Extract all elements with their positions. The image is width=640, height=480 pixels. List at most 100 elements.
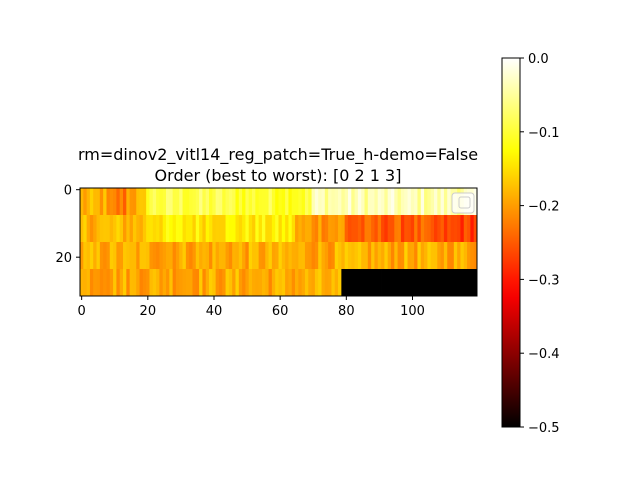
heatmap-cell-row2-col67 — [301, 215, 306, 242]
heatmap-cell-row1-col18 — [139, 242, 144, 269]
heatmap-cell-row1-col78 — [338, 242, 342, 269]
heatmap-cell-row2-col65 — [295, 215, 299, 242]
heatmap-cell-row2-col46 — [232, 215, 236, 242]
heatmap-cell-row2-col98 — [404, 215, 408, 242]
heatmap-cell-row0-col89 — [374, 188, 379, 215]
heatmap-cell-row3-col117 — [467, 269, 471, 296]
heatmap-cell-row3-col91 — [381, 269, 385, 296]
heatmap-cell-row1-col60 — [278, 242, 283, 269]
heatmap-cell-row0-col31 — [182, 188, 187, 215]
heatmap-cell-row1-col5 — [96, 242, 101, 269]
heatmap-cell-row2-col16 — [132, 215, 137, 242]
heatmap-cell-row1-col46 — [232, 242, 236, 269]
heatmap-cell-row1-col52 — [252, 242, 256, 269]
heatmap-cell-row0-col17 — [136, 188, 140, 215]
heatmap-cell-row2-col100 — [410, 215, 415, 242]
heatmap-cell-row3-col62 — [285, 269, 289, 296]
heatmap-cell-row3-col17 — [136, 269, 140, 296]
heatmap-cell-row0-col58 — [271, 188, 276, 215]
heatmap-cell-row2-col31 — [182, 215, 187, 242]
heatmap-cell-row2-col62 — [285, 215, 289, 242]
heatmap-cell-row0-col99 — [407, 188, 412, 215]
heatmap-cell-row1-col113 — [453, 242, 458, 269]
heatmap-cell-row2-col72 — [318, 215, 322, 242]
heatmap-cell-row0-col59 — [275, 188, 279, 215]
heatmap-cell-row2-col21 — [149, 215, 154, 242]
x-tick-label-80: 80 — [338, 304, 355, 319]
heatmap-cell-row2-col35 — [195, 215, 200, 242]
heatmap-cell-row2-col108 — [437, 215, 442, 242]
heatmap-cell-row3-col36 — [199, 269, 203, 296]
heatmap-cell-row0-col87 — [367, 188, 372, 215]
heatmap-cell-row1-col35 — [195, 242, 200, 269]
heatmap-cell-row0-col55 — [261, 188, 266, 215]
heatmap-cell-row0-col119 — [473, 188, 478, 215]
heatmap-cell-row2-col77 — [334, 215, 339, 242]
heatmap-cell-row1-col43 — [222, 242, 226, 269]
heatmap-cell-row2-col58 — [271, 215, 276, 242]
heatmap-cell-row1-col94 — [390, 242, 395, 269]
heatmap-cell-row1-col79 — [341, 242, 346, 269]
heatmap-cell-row3-col94 — [390, 269, 395, 296]
heatmap-cell-row0-col111 — [447, 188, 451, 215]
heatmap-cell-row2-col110 — [443, 215, 448, 242]
heatmap-cell-row2-col37 — [202, 215, 207, 242]
heatmap-cell-row0-col5 — [96, 188, 101, 215]
heatmap-cell-row1-col103 — [420, 242, 425, 269]
heatmap-cell-row2-col71 — [314, 215, 319, 242]
heatmap-cell-row0-col49 — [242, 188, 246, 215]
heatmap-cell-row0-col101 — [414, 188, 418, 215]
heatmap-cell-row3-col81 — [347, 269, 352, 296]
heatmap-cell-row2-col107 — [433, 215, 438, 242]
heatmap-cell-row2-col29 — [175, 215, 180, 242]
heatmap-cell-row0-col83 — [354, 188, 359, 215]
heatmap-cell-row2-col47 — [235, 215, 240, 242]
heatmap-cell-row1-col66 — [298, 242, 303, 269]
heatmap-cell-row0-col11 — [116, 188, 121, 215]
heatmap-cell-row0-col77 — [334, 188, 339, 215]
heatmap-cell-row3-col21 — [149, 269, 154, 296]
heatmap-cell-row0-col30 — [179, 188, 183, 215]
heatmap-cell-row1-col29 — [175, 242, 180, 269]
heatmap-cell-row2-col84 — [357, 215, 362, 242]
heatmap-cell-row1-col22 — [152, 242, 157, 269]
heatmap-cell-row3-col102 — [417, 269, 422, 296]
heatmap-cell-row2-col23 — [156, 215, 160, 242]
heatmap-cell-row1-col74 — [324, 242, 329, 269]
heatmap-cell-row2-col69 — [308, 215, 312, 242]
heatmap-cell-row2-col2 — [86, 215, 91, 242]
x-tick-label-20: 20 — [140, 304, 157, 319]
heatmap-cell-row3-col67 — [301, 269, 306, 296]
heatmap-cell-row3-col83 — [354, 269, 359, 296]
heatmap-cell-row1-col95 — [394, 242, 398, 269]
heatmap-cell-row2-col20 — [146, 215, 150, 242]
heatmap-cell-row1-col68 — [304, 242, 309, 269]
chart-title-line-1: rm=dinov2_vitl14_reg_patch=True_h-demo=F… — [78, 145, 478, 165]
x-tick-label-60: 60 — [272, 304, 289, 319]
heatmap-cell-row1-col59 — [275, 242, 279, 269]
heatmap-cell-row3-col88 — [371, 269, 375, 296]
heatmap-cell-row1-col54 — [258, 242, 263, 269]
colorbar-ticks: 0.0 −0.1 −0.2 −0.3 −0.4 −0.5 — [520, 52, 560, 436]
heatmap-cell-row0-col22 — [152, 188, 157, 215]
heatmap-cell-row3-col31 — [182, 269, 187, 296]
heatmap-cell-row2-col42 — [218, 215, 223, 242]
colorbar-tick-label-4: −0.4 — [528, 347, 560, 362]
heatmap-cell-row1-col41 — [215, 242, 220, 269]
heatmap-cell-row1-col67 — [301, 242, 306, 269]
heatmap-cell-row3-col111 — [447, 269, 451, 296]
heatmap-cell-row0-col46 — [232, 188, 236, 215]
heatmap-cell-row1-col56 — [265, 242, 269, 269]
heatmap-cell-row1-col115 — [460, 242, 465, 269]
heatmap-cell-row2-col30 — [179, 215, 183, 242]
heatmap-cell-row3-col14 — [126, 269, 131, 296]
heatmap-cell-row1-col40 — [212, 242, 217, 269]
heatmap-cell-row3-col34 — [192, 269, 197, 296]
heatmap-cell-row2-col57 — [268, 215, 273, 242]
colorbar-frame — [501, 57, 521, 428]
heatmap-cell-row3-col69 — [308, 269, 312, 296]
heatmap-cell-row1-col27 — [169, 242, 174, 269]
heatmap-cell-row0-col100 — [410, 188, 415, 215]
heatmap-cell-row0-col92 — [384, 188, 389, 215]
heatmap-cell-row3-col64 — [291, 269, 296, 296]
